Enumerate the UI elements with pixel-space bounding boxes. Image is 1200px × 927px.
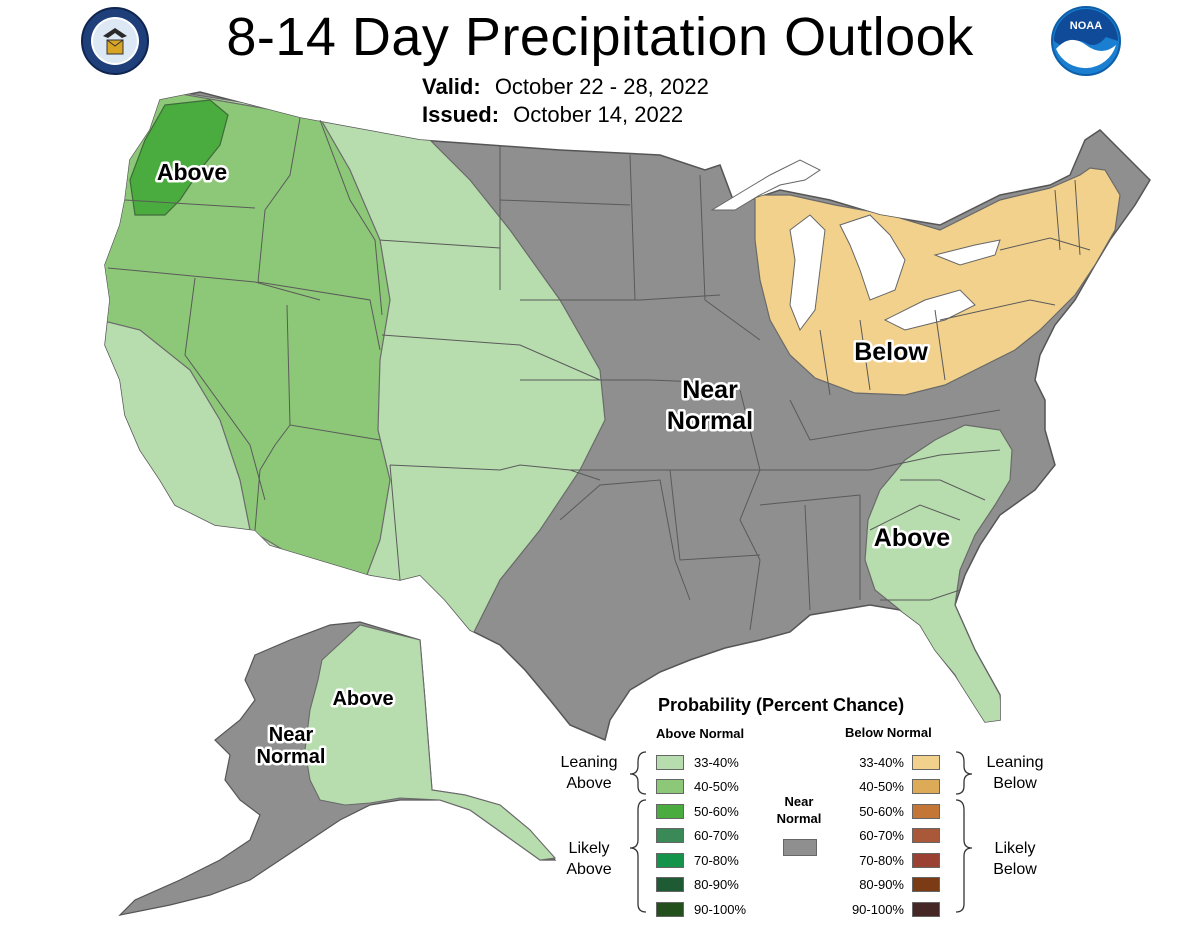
label-nw-above: Above — [157, 159, 227, 185]
legend-below-swatch — [912, 779, 940, 794]
legend-likely-above: Likely Above — [553, 838, 625, 880]
label-ak-above: Above — [332, 688, 393, 710]
legend-likely-below-line2: Below — [993, 861, 1037, 878]
legend-leaning-above-line1: Leaning — [560, 754, 618, 771]
legend-above-label: 60-70% — [694, 828, 739, 843]
legend-below-label: 90-100% — [851, 901, 904, 917]
legend-below-swatch — [912, 803, 940, 819]
legend-above-header: Above Normal — [656, 726, 745, 741]
legend-above-label: 70-80% — [694, 852, 739, 868]
issued-value: October 14, 2022 — [513, 102, 684, 127]
legend-below-label: 80-90% — [859, 877, 904, 892]
legend-below-label: 70-80% — [859, 852, 904, 868]
svg-text:NOAA: NOAA — [1070, 20, 1102, 32]
legend-near-header-line1: Near — [784, 794, 814, 809]
legend-above-row: 50-60% — [656, 802, 739, 820]
legend-below-brace-icon — [955, 751, 973, 913]
issued-label: Issued: — [422, 102, 500, 127]
legend-below-swatch — [912, 852, 940, 868]
legend-below-swatch — [912, 901, 940, 917]
legend-leaning-above-line2: Above — [566, 775, 612, 792]
legend-leaning-below-line1: Leaning — [986, 754, 1044, 771]
legend-above-row: 60-70% — [656, 827, 739, 845]
legend-above-row: 70-80% — [656, 851, 739, 869]
label-ne-below: Below — [854, 338, 928, 366]
legend-near-normal-swatch — [783, 839, 817, 856]
alaska-lean-above — [304, 624, 557, 861]
legend-above-row: 33-40% — [656, 753, 739, 771]
valid-value: October 22 - 28, 2022 — [494, 74, 709, 99]
legend-above-swatch — [656, 852, 684, 868]
legend-title: Probability (Percent Chance) — [658, 695, 905, 715]
legend-above-label: 90-100% — [694, 901, 747, 917]
legend-above-swatch — [656, 779, 684, 794]
region-above-50-60 — [129, 99, 229, 216]
label-ak-near-line1: Near — [269, 724, 314, 746]
state-boundaries — [107, 117, 1091, 631]
legend-above-label: 50-60% — [694, 803, 739, 819]
legend-near-header-line2: Normal — [776, 811, 822, 826]
legend-below-label: 33-40% — [859, 754, 904, 770]
legend-likely-above-line1: Likely — [568, 840, 610, 857]
legend-below-swatch — [912, 828, 940, 843]
legend-below-label: 50-60% — [859, 803, 904, 819]
label-ak-near-line2: Normal — [257, 746, 326, 768]
legend-below-header: Below Normal — [845, 725, 932, 740]
legend-below-label: 40-50% — [859, 779, 904, 794]
legend-near-header: Near Normal — [770, 793, 828, 827]
legend-above-swatch — [656, 828, 684, 843]
legend-leaning-below: Leaning Below — [979, 752, 1051, 794]
legend-above-swatch — [656, 754, 684, 770]
legend-above-row: 80-90% — [656, 876, 739, 894]
legend-below-row: 90-100% — [846, 900, 940, 918]
legend-below-swatch — [912, 877, 940, 892]
valid-row: Valid: October 22 - 28, 2022 — [422, 74, 709, 100]
legend-below-label: 60-70% — [859, 828, 904, 843]
legend-above-label: 33-40% — [694, 754, 739, 770]
legend-below-row: 60-70% — [846, 827, 940, 845]
legend-below-row: 50-60% — [846, 802, 940, 820]
valid-label: Valid: — [422, 74, 481, 99]
legend-above-swatch — [656, 803, 684, 819]
label-se-above: Above — [874, 524, 951, 552]
legend-likely-below: Likely Below — [979, 838, 1051, 880]
legend-below-row: 33-40% — [846, 753, 940, 771]
legend-above-row: 40-50% — [656, 778, 739, 796]
legend-below-row: 40-50% — [846, 778, 940, 796]
label-center-near-line1: Near — [682, 376, 738, 404]
legend-below-row: 80-90% — [846, 876, 940, 894]
label-center-near-line2: Normal — [667, 407, 753, 435]
legend-above-swatch — [656, 877, 684, 892]
legend-above-label: 80-90% — [694, 877, 739, 892]
legend-leaning-above: Leaning Above — [553, 752, 625, 794]
legend-leaning-below-line2: Below — [993, 775, 1037, 792]
noaa-logo-icon: NOAA — [1051, 6, 1121, 76]
great-lakes — [710, 159, 1001, 332]
page-title: 8-14 Day Precipitation Outlook — [226, 7, 974, 67]
legend-above-label: 40-50% — [694, 779, 739, 794]
commerce-seal-icon — [81, 7, 149, 75]
legend-above-swatch — [656, 901, 684, 917]
legend-above-brace-icon — [629, 751, 647, 913]
legend-below-swatch — [912, 754, 940, 770]
legend-likely-below-line1: Likely — [994, 840, 1036, 857]
legend-likely-above-line2: Above — [566, 861, 612, 878]
legend-above-row: 90-100% — [656, 900, 746, 918]
issued-row: Issued: October 14, 2022 — [422, 102, 683, 128]
legend-below-row: 70-80% — [846, 851, 940, 869]
